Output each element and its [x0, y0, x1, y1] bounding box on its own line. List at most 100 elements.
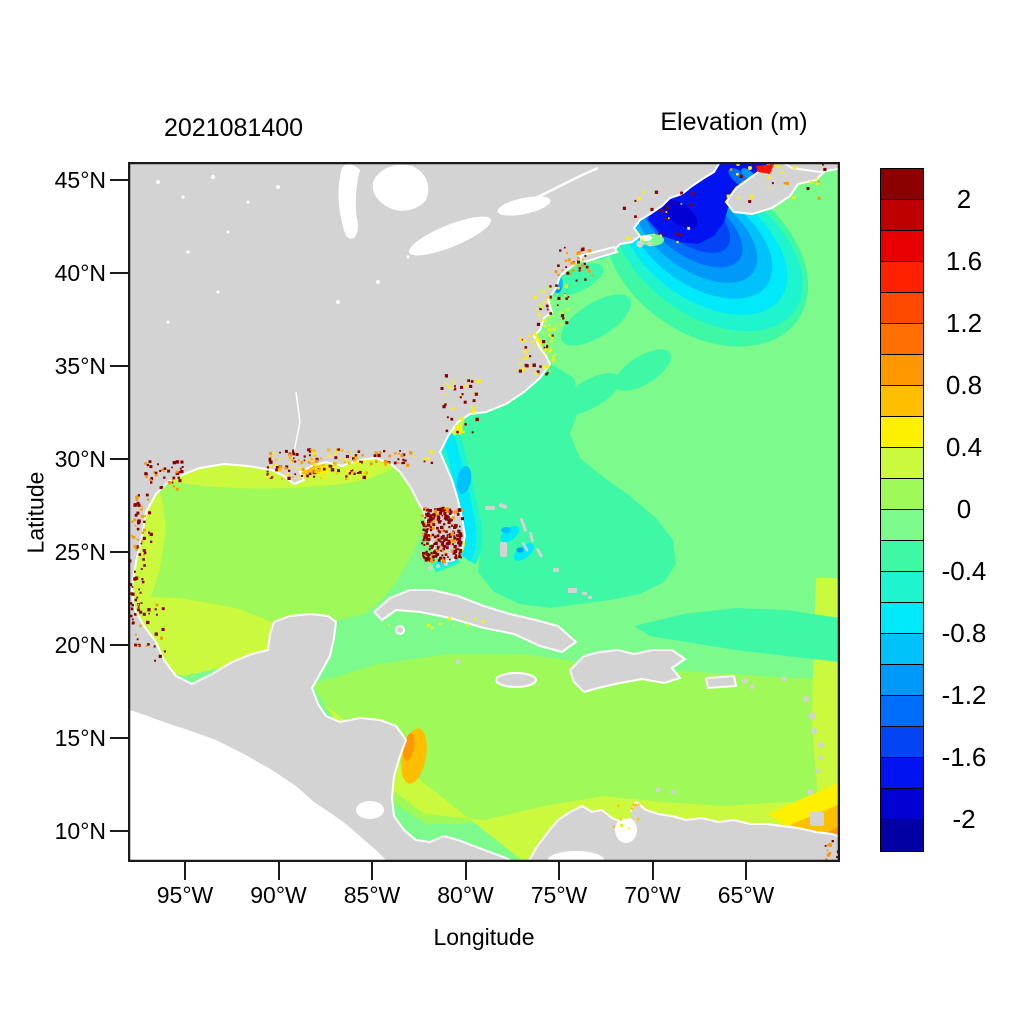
y-tick-mark [110, 644, 128, 646]
gulf-of-maine-deepest [662, 199, 698, 229]
teal-band-north-of-antilles [634, 608, 840, 662]
x-tick-label: 95°W [156, 882, 214, 908]
x-tick-label: 80°W [437, 882, 494, 908]
x-tick-mark [277, 862, 280, 880]
y-tick-label: 15°N [54, 725, 106, 751]
y-tick-mark [110, 458, 128, 460]
colorbar-tick-label: -2 [952, 804, 976, 834]
st-lawrence-river [535, 166, 599, 200]
y-tick-label: 40°N [54, 260, 106, 286]
x-tick-mark [184, 862, 186, 880]
colorbar-tick-label: 1.2 [945, 308, 983, 338]
colorbar-cell [881, 665, 923, 696]
colorbar-cell [881, 603, 923, 634]
colorbar-cell [881, 541, 923, 572]
x-tick-mark [371, 862, 373, 880]
pacific-nodata-region [128, 709, 388, 862]
lake-nicaragua [356, 801, 384, 819]
x-axis-label: Longitude [433, 924, 535, 950]
colorbar-cell [881, 510, 923, 541]
y-tick-mark [110, 272, 128, 274]
colorbar-tick-label: 1.6 [945, 246, 983, 276]
plot-frame [128, 162, 840, 862]
colorbar-cell [881, 200, 923, 231]
x-tick-mark [464, 862, 467, 880]
colorbar-cell [881, 789, 923, 820]
lake-maracaibo [615, 817, 637, 843]
y-tick-mark [110, 179, 128, 181]
jamaica-island [495, 672, 537, 688]
y-tick-label: 30°N [54, 446, 106, 472]
colorbar [880, 168, 924, 852]
colorbar-cell [881, 634, 923, 665]
x-tick-mark [651, 862, 654, 880]
y-tick-mark [110, 551, 128, 553]
colorbar-cell [881, 417, 923, 448]
georgia-yellow-dab [457, 425, 463, 435]
x-tick-label: 85°W [343, 882, 401, 908]
elevation-map [128, 162, 840, 862]
mississippi-river [293, 391, 301, 453]
colorbar-cell [881, 386, 923, 417]
colorbar-tick-label: 0.4 [945, 432, 983, 462]
y-tick-mark [110, 830, 128, 832]
caribbean-water [312, 654, 840, 824]
colorbar-cell [881, 758, 923, 789]
x-tick-mark [558, 862, 560, 880]
gulf-of-mexico-water [128, 452, 428, 632]
minas-basin-red-spot [756, 164, 774, 174]
colorbar-cell [881, 727, 923, 758]
corner-yellow-band [768, 782, 840, 830]
y-tick-label: 45°N [54, 167, 106, 193]
colorbar-tick-label: -0.4 [941, 556, 987, 586]
map-plot-area [128, 162, 840, 862]
colorbar-cell [881, 448, 923, 479]
teal-blob-4 [559, 373, 621, 415]
cuba-island [372, 589, 578, 654]
colorbar-cell [881, 293, 923, 324]
north-central-america-land [128, 162, 721, 862]
lakes [156, 164, 551, 519]
y-tick-label: 25°N [54, 539, 106, 565]
x-tick-label: 65°W [717, 882, 775, 908]
south-america-land [527, 800, 840, 862]
colorbar-cell [881, 324, 923, 355]
x-tick-label: 70°W [624, 882, 681, 908]
bahamas-lightblue-dab [501, 527, 511, 533]
colorbar-cell [881, 572, 923, 603]
gulf-campeche-rim [128, 596, 272, 676]
colorbar-cell [881, 479, 923, 510]
colorbar-title: Elevation (m) [660, 108, 808, 136]
plot-title-datestamp: 2021081400 [164, 114, 304, 142]
colorbar-tick-label: -1.6 [941, 742, 987, 772]
fundy-yellow-dot2 [748, 166, 752, 170]
maracaibo-mouth-dab [620, 809, 632, 819]
bahamas-cyan-dab1 [500, 525, 520, 543]
florida-strip-cyan [439, 422, 477, 562]
x-tick-label: 90°W [250, 882, 307, 908]
colorbar-cell [881, 696, 923, 727]
colorbar-cell [881, 262, 923, 293]
teal-blob-1 [560, 294, 632, 346]
x-tick-label: 75°W [530, 882, 588, 908]
canaveral-lightblue-spot [456, 466, 472, 494]
colorbar-tick-label: 0 [956, 494, 972, 524]
bahamas-sky-dab [516, 547, 524, 553]
colorbar-cell [881, 820, 923, 851]
teal-blob-2 [614, 349, 672, 391]
y-tick-mark [110, 365, 128, 367]
colorbar-tick-label: -1.2 [941, 680, 987, 710]
hispaniola-island [568, 648, 687, 694]
colorbar-cell [881, 169, 923, 200]
colorbar-cell [881, 231, 923, 262]
small-islands [428, 240, 824, 826]
colorbar-cell [881, 355, 923, 386]
y-tick-mark [110, 737, 128, 739]
caribbean-east-rim [812, 578, 840, 802]
fundy-yellow-dot3 [776, 164, 780, 168]
y-tick-label: 35°N [54, 353, 106, 379]
y-tick-label: 20°N [54, 632, 106, 658]
puerto-rico-island [704, 674, 738, 690]
colorbar-tick-label: -0.8 [941, 618, 987, 648]
bahamas-cyan-dab2 [513, 543, 535, 561]
